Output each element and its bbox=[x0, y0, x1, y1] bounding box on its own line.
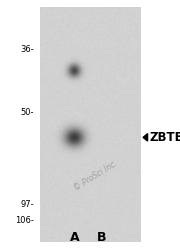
Polygon shape bbox=[143, 134, 148, 141]
Text: © ProSci Inc.: © ProSci Inc. bbox=[73, 159, 120, 193]
Text: B: B bbox=[97, 231, 107, 244]
Text: A: A bbox=[70, 231, 80, 244]
Text: 106-: 106- bbox=[15, 216, 34, 225]
Text: 97-: 97- bbox=[21, 200, 34, 209]
Text: 50-: 50- bbox=[21, 108, 34, 117]
Text: 36-: 36- bbox=[21, 45, 34, 54]
Text: ZBTB9: ZBTB9 bbox=[149, 131, 180, 144]
